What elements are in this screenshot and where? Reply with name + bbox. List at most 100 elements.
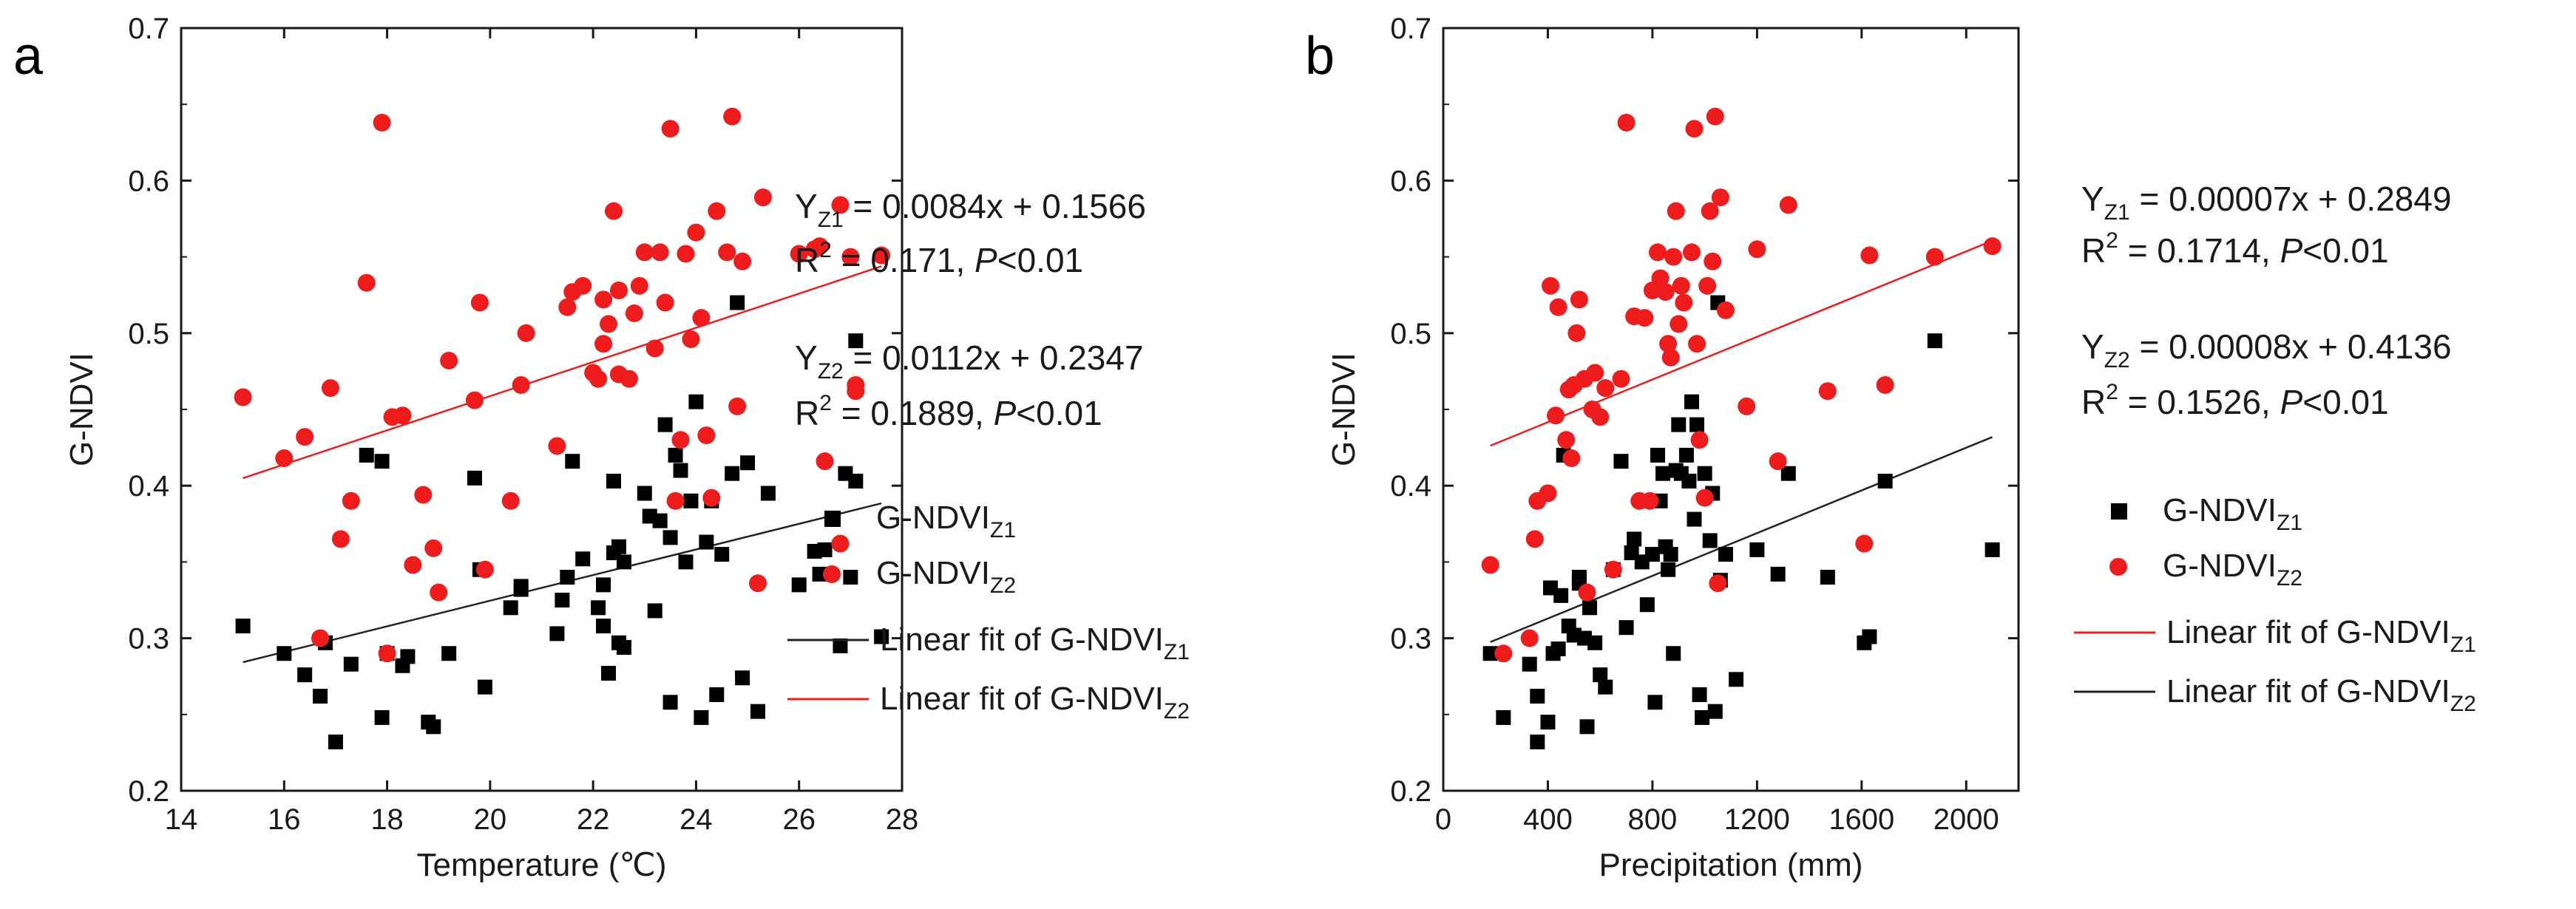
chart-a-legend-square-marker [824,511,841,527]
chart-b-fit-line-z1 [1490,239,1993,447]
chart-a-point-z2 [465,391,484,409]
eq-y: Y [2081,327,2104,366]
chart-a-point-z2 [635,243,654,262]
chart-b-point-z2 [1641,491,1659,510]
chart-a-point-z1 [277,646,292,661]
chart-a-point-z2 [548,437,566,455]
chart-a-point-z2 [790,245,808,263]
chart-b: 0.2 0.3 0.4 0.5 0.6 0.7 0 400 800 1200 1600 2000 Pre… [1305,13,2476,883]
chart-b-point-z1 [1689,417,1705,432]
chart-b-point-z1 [1666,646,1681,661]
chart-a-point-z2 [656,293,674,312]
chart-b-point-z2 [1578,583,1596,602]
chart-b-point-z2 [1682,243,1701,262]
chart-a-point-z1 [467,470,482,486]
chart-a-ylabel: G-NDVI [64,353,100,466]
chart-a-point-z2 [275,449,294,468]
chart-a-point-z2 [594,290,613,309]
chart-b-legend-entry: G-NDVIZ1 [2163,492,2302,535]
chart-a-point-z1 [328,734,343,749]
chart-a-point-z1 [694,709,709,725]
legend-text: Linear fit of G-NDVI [2166,614,2450,650]
chart-b-point-z1 [1579,719,1595,735]
chart-a-point-z1 [647,603,662,619]
chart-a-point-z1 [637,486,652,501]
chart-a-point-z2 [475,560,494,579]
r2-symbol: R [2081,383,2106,421]
p-value: <0.01 [2302,231,2388,270]
chart-a-point-z2 [831,534,850,553]
legend-subscript: Z1 [2450,633,2476,657]
chart-b-point-z2 [1651,269,1670,287]
chart-b-point-z2 [1698,276,1717,295]
chart-b-point-z2 [1664,248,1683,266]
chart-a-point-z2 [440,351,458,370]
chart-a-point-z2 [517,324,535,342]
chart-a-point-z2 [470,293,489,312]
legend-subscript: Z1 [990,518,1016,542]
chart-b-xlabel: Precipitation (mm) [1599,847,1863,883]
chart-a-xtick-label: 22 [577,803,610,836]
chart-a-point-z2 [645,339,664,358]
chart-a-r2-z1: R2 = 0.171, P<0.01 [795,238,1083,279]
chart-b-point-z1 [1984,542,2000,557]
r2-superscript: 2 [819,238,832,262]
chart-a-equation-z1: YZ1 = 0.0084x + 0.1566 [795,187,1146,232]
chart-a-point-z1 [673,463,688,478]
chart-b-point-z2 [1481,556,1499,574]
chart-b-point-z2 [1547,406,1565,425]
chart-a-xtick-label: 20 [474,803,507,836]
chart-a-point-z2 [702,488,721,507]
chart-b-point-z2 [1695,488,1714,507]
chart-a-point-z1 [549,626,565,641]
chart-a-point-z1 [678,554,694,570]
r2-superscript: 2 [819,391,832,415]
chart-b-point-z2 [1667,202,1685,220]
legend-text: G-NDVI [876,500,990,536]
chart-b-point-z2 [1612,370,1630,388]
chart-a-point-z1 [657,417,673,432]
r2-symbol: R [795,394,819,432]
legend-subscript: Z2 [2450,692,2476,716]
chart-b-point-z2 [1494,644,1513,663]
chart-a-point-z1 [565,454,580,469]
chart-a-point-z2 [651,243,669,262]
chart-a-point-z1 [343,656,359,672]
chart-a-point-z1 [699,534,714,550]
p-value: <0.01 [1016,394,1102,432]
chart-b-point-z2 [1636,309,1654,327]
chart-a-point-z1 [441,646,457,661]
chart-a-xtick-label: 26 [782,803,816,836]
chart-a-point-z1 [688,394,704,409]
eq-expression: = 0.00007x + 0.2849 [2130,180,2452,218]
chart-b-point-z1 [1684,394,1699,409]
chart-b-point-z2 [1685,120,1704,138]
chart-a-point-z1 [591,600,606,616]
chart-a-point-z2 [692,309,711,327]
chart-a-point-z1 [374,709,390,725]
chart-b-point-z2 [1661,348,1680,367]
chart-b-point-z2 [1701,202,1719,220]
r2-superscript: 2 [2106,228,2118,253]
chart-b-point-z2 [1709,574,1727,593]
chart-a-point-z1 [560,570,575,585]
chart-a-point-z1 [714,547,730,562]
chart-a-point-z2 [661,120,679,138]
chart-b-point-z2 [1541,276,1559,295]
eq-y-subscript: Z2 [818,359,844,384]
chart-a-point-z1 [513,582,529,597]
chart-b-xtick-label: 0 [1435,803,1451,836]
p-value: <0.01 [2302,383,2388,421]
chart-a-xlabel: Temperature (℃) [417,847,667,883]
chart-a-point-z2 [321,379,339,398]
legend-text: G-NDVI [876,555,990,591]
chart-a-point-z1 [662,695,678,710]
chart-a-point-z1 [662,530,678,545]
r2-symbol: R [795,241,819,279]
chart-a: 0.20.30.40.50.60.714 16 18 20 22 24 26 28Temper… [13,13,1190,883]
chart-b-legend-square-marker [2111,503,2127,520]
chart-a-point-z2 [311,629,330,647]
chart-a-point-z1 [740,455,756,471]
chart-a-frame [180,27,904,792]
chart-b-point-z1 [1678,447,1694,463]
